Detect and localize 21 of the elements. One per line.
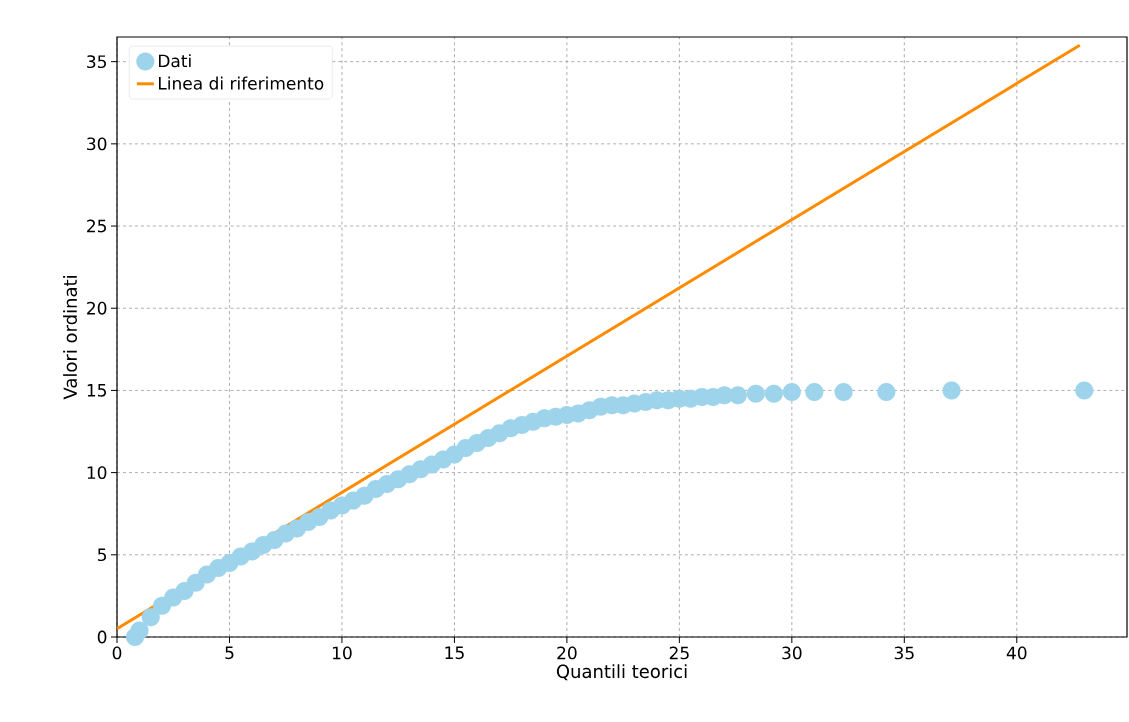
x-tick-label: 10 — [333, 646, 352, 660]
x-tick-label: 35 — [894, 646, 914, 660]
y-tick-label: 20 — [87, 301, 107, 315]
y-tick-label: 0 — [97, 630, 107, 644]
y-tick-label: 25 — [87, 219, 106, 233]
y-tick-label: 35 — [87, 55, 106, 69]
y-tick-label: 30 — [87, 137, 107, 151]
x-tick-label: 5 — [225, 646, 234, 660]
y-tick-label: 10 — [87, 466, 107, 480]
y-axis-title: Valori ordinati — [63, 276, 78, 400]
x-tick-label: 40 — [1006, 646, 1027, 660]
y-tick-label: 5 — [97, 548, 106, 562]
legend-label: Dati — [158, 54, 191, 68]
y-tick-label: 15 — [87, 384, 106, 397]
x-axis-title: Quantili teorici — [556, 664, 687, 681]
x-tick-label: 15 — [445, 646, 464, 660]
x-tick-label: 30 — [782, 646, 802, 660]
x-tick-label: 0 — [112, 646, 122, 660]
x-tick-label: 25 — [669, 646, 689, 660]
x-tick-label: 20 — [557, 646, 577, 660]
legend-label: Linea di riferimento — [158, 76, 324, 90]
